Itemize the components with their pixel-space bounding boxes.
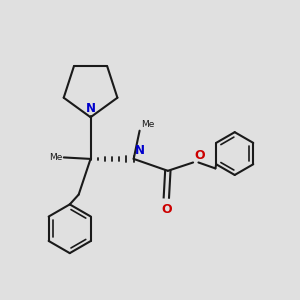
Text: O: O bbox=[161, 203, 172, 216]
Text: Me: Me bbox=[141, 120, 154, 129]
Text: Me: Me bbox=[49, 153, 62, 162]
Text: N: N bbox=[85, 102, 96, 115]
Text: O: O bbox=[194, 148, 205, 162]
Text: N: N bbox=[135, 144, 145, 158]
